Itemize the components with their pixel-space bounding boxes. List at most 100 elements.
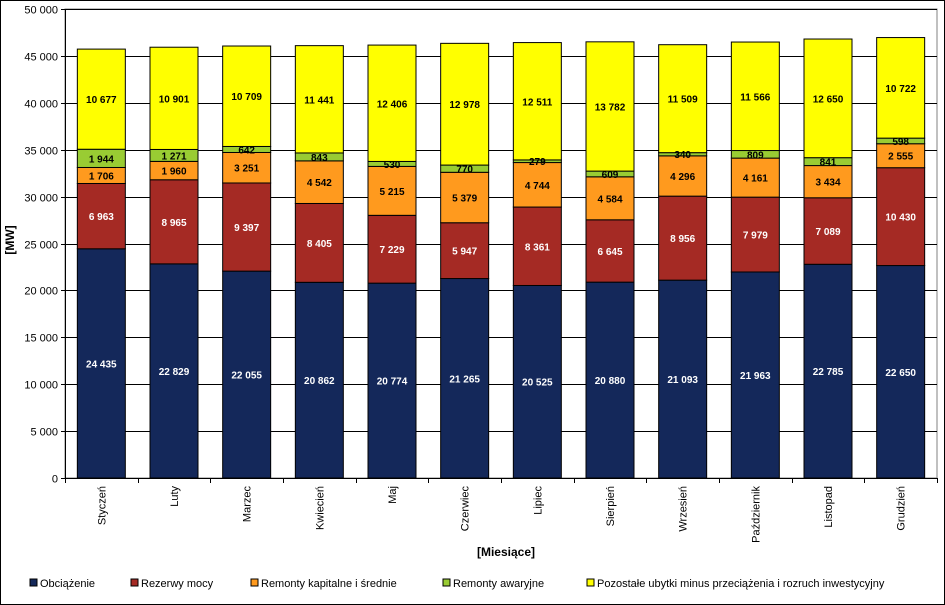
bars: [76, 37, 926, 479]
legend-swatch: [250, 578, 259, 587]
data-label: 8 361: [525, 242, 550, 253]
data-label: 6 963: [89, 212, 114, 223]
legend-swatch: [130, 578, 139, 587]
data-label: 24 435: [86, 359, 117, 370]
data-label: 11 509: [668, 95, 698, 106]
y-tick-label: 35 000: [24, 146, 58, 158]
data-label: 8 405: [307, 239, 332, 250]
data-label: 7 979: [743, 231, 768, 242]
data-label: 13 782: [595, 102, 626, 113]
data-label: 1 706: [89, 171, 114, 182]
bar-segment: [512, 206, 562, 286]
data-label: 340: [674, 150, 691, 161]
data-label: 4 296: [670, 172, 695, 183]
data-label: 8 965: [161, 218, 186, 229]
bar-segment: [512, 42, 562, 161]
data-label: 22 055: [231, 371, 262, 382]
data-label: 642: [238, 145, 255, 156]
data-label: 10 901: [159, 94, 190, 105]
data-label: 5 215: [379, 187, 404, 198]
x-tick-label: Wrzesień: [678, 486, 690, 532]
bar-segment: [803, 263, 853, 479]
data-label: 5 947: [452, 247, 477, 258]
data-label: 10 709: [231, 92, 262, 103]
data-label: 7 089: [815, 227, 840, 238]
y-tick-label: 20 000: [24, 286, 58, 298]
legend-swatch: [29, 578, 38, 587]
x-tick-label: Grudzień: [896, 486, 908, 531]
data-label: 279: [529, 157, 546, 168]
bar-segment: [149, 179, 199, 265]
data-label: 11 566: [740, 92, 770, 103]
bar-segment: [440, 171, 490, 224]
y-tick-label: 0: [52, 474, 58, 486]
y-tick-label: 10 000: [24, 380, 58, 392]
bar-segment: [76, 48, 126, 150]
data-label: 20 862: [304, 376, 335, 387]
data-label: 4 542: [307, 178, 332, 189]
data-label: 843: [311, 153, 328, 164]
bar-segment: [294, 202, 344, 283]
data-label: 1 271: [161, 151, 186, 162]
data-label: 3 434: [815, 178, 840, 189]
data-label: 7 229: [379, 245, 404, 256]
bar-segment: [876, 167, 926, 267]
legend-swatch: [442, 578, 451, 587]
data-label: 5 379: [452, 194, 477, 205]
x-tick-label: Luty: [169, 486, 181, 507]
legend-label: Remonty awaryjne: [453, 578, 544, 590]
data-label: 12 406: [377, 99, 408, 110]
data-label: 4 161: [743, 174, 768, 185]
data-label: 841: [820, 158, 837, 169]
bar-segment: [658, 44, 708, 154]
y-axis-title: [MW]: [3, 225, 17, 254]
data-label: 2 555: [888, 152, 913, 163]
data-label: 12 978: [449, 100, 480, 111]
legend-label: Pozostałe ubytki minus przeciążenia i ro…: [597, 578, 885, 590]
bar-segment: [803, 197, 853, 265]
x-tick-label: Marzec: [242, 486, 254, 523]
x-tick-label: Listopad: [823, 486, 835, 528]
bar-segment: [730, 271, 780, 479]
axes: 0 5 000 10 000 15 000 20 000 25 000 30 000 35 0…: [24, 5, 938, 543]
bar-segment: [440, 42, 490, 166]
y-tick-label: 25 000: [24, 240, 58, 252]
x-tick-label: Lipiec: [532, 486, 544, 515]
bar-segment: [222, 182, 272, 272]
y-tick-label: 50 000: [24, 5, 58, 17]
legend-label: Remonty kapitalne i średnie: [261, 578, 397, 590]
data-label: 20 525: [522, 378, 553, 389]
bar-segment: [367, 44, 417, 162]
bar-segment: [440, 222, 490, 280]
data-label: 8 956: [670, 234, 695, 245]
bar-segment: [294, 281, 344, 479]
bar-segment: [294, 45, 344, 154]
bar-segment: [585, 281, 635, 479]
data-label: 22 785: [813, 367, 844, 378]
data-label: 21 265: [449, 374, 480, 385]
bar-segment: [658, 155, 708, 197]
data-label: 530: [384, 160, 401, 171]
bar-segment: [803, 38, 853, 159]
bar-segment: [294, 160, 344, 204]
data-label: 1 944: [89, 154, 114, 165]
data-label: 21 963: [740, 371, 771, 382]
data-label: 6 645: [597, 247, 622, 258]
data-labels: 24 435 6 963 1 706 1 944 10 677 22 829 8 965 1 …: [86, 84, 916, 389]
data-label: 21 093: [667, 375, 698, 386]
x-tick-label: Sierpień: [605, 486, 617, 526]
data-label: 1 960: [161, 167, 186, 178]
data-label: 9 397: [234, 223, 259, 234]
data-label: 22 829: [159, 367, 190, 378]
bar-segment: [440, 278, 490, 479]
y-tick-label: 30 000: [24, 193, 58, 205]
x-tick-label: Maj: [387, 486, 399, 504]
x-tick-label: Kwiecień: [314, 486, 326, 530]
data-label: 770: [456, 165, 473, 176]
data-label: 809: [747, 150, 764, 161]
data-label: 20 880: [595, 376, 626, 387]
data-label: 20 774: [377, 377, 408, 388]
data-label: 10 430: [885, 213, 916, 224]
y-tick-label: 15 000: [24, 333, 58, 345]
